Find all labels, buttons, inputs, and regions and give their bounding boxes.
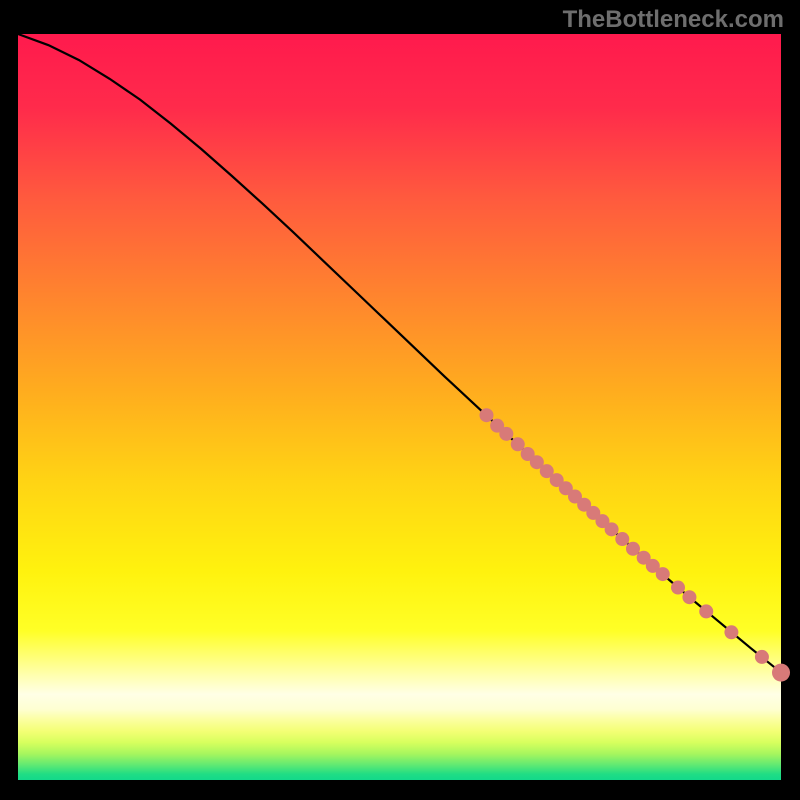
data-marker-end [772,664,790,682]
data-marker [656,567,670,581]
data-marker [626,542,640,556]
data-marker [724,625,738,639]
data-marker [479,408,493,422]
data-marker [671,581,685,595]
data-marker [682,590,696,604]
data-marker [755,650,769,664]
marker-group [479,408,790,681]
figure-root: { "watermark": { "text": "TheBottleneck.… [0,0,800,800]
data-marker [615,532,629,546]
data-marker [605,522,619,536]
data-marker [699,604,713,618]
plot-area [18,34,781,780]
data-marker [499,427,513,441]
watermark-label: TheBottleneck.com [563,6,784,34]
curve-layer [18,34,781,780]
